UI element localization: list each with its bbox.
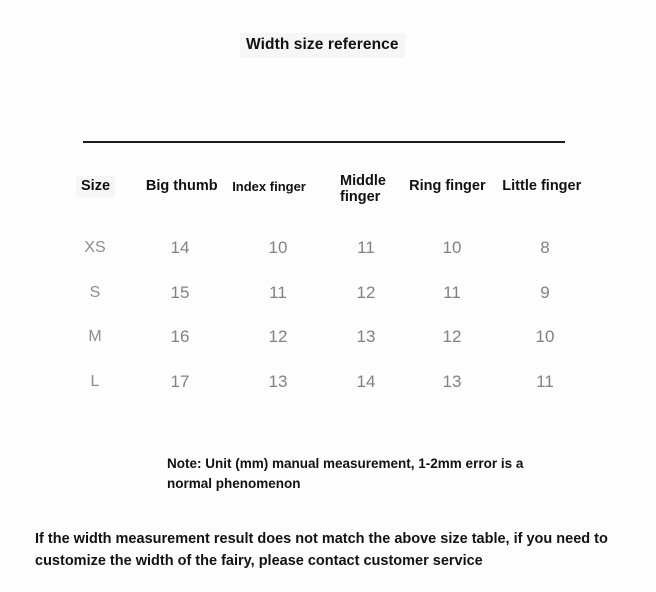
- table-cell: 11: [269, 283, 287, 302]
- table-cell: 16: [170, 327, 190, 346]
- table-cell: 12: [442, 327, 462, 346]
- table-cell: 10: [268, 238, 288, 257]
- column-header-big-thumb: Big thumb: [145, 178, 218, 194]
- table-cell: 10: [535, 327, 555, 346]
- measurement-note: Note: Unit (mm) manual measurement, 1-2m…: [167, 456, 524, 491]
- table-row-size-label: XS: [84, 239, 106, 256]
- table-cell: 11: [536, 372, 554, 391]
- table-cell: 15: [170, 283, 190, 302]
- column-header-little-finger: Little finger: [502, 178, 582, 194]
- table-cell: 12: [268, 327, 288, 346]
- table-cell: 14: [356, 372, 376, 391]
- table-cell: 13: [356, 327, 376, 346]
- column-header-index-finger: Index finger: [232, 179, 306, 194]
- table-cell: 13: [268, 372, 288, 391]
- table-row-size-label: L: [90, 373, 100, 390]
- table-cell: 10: [442, 238, 462, 257]
- table-row-size-label: M: [88, 328, 102, 345]
- table-cell: 11: [357, 238, 375, 257]
- table-row-size-label: S: [89, 284, 101, 301]
- column-header-size: Size: [76, 176, 116, 197]
- table-cell: 9: [540, 283, 550, 302]
- table-cell: 13: [442, 372, 462, 391]
- table-cell: 11: [443, 283, 461, 302]
- table-cell: 8: [540, 238, 550, 257]
- table-cell: 12: [356, 283, 376, 302]
- table-cell: 17: [170, 372, 190, 391]
- customer-service-notice: If the width measurement result does not…: [35, 531, 608, 569]
- header-divider-rule: [83, 141, 565, 143]
- column-header-ring-finger: Ring finger: [409, 178, 486, 194]
- table-cell: 14: [170, 238, 190, 257]
- page-title: Width size reference: [240, 33, 405, 58]
- column-header-middle-finger: Middle finger: [340, 173, 386, 205]
